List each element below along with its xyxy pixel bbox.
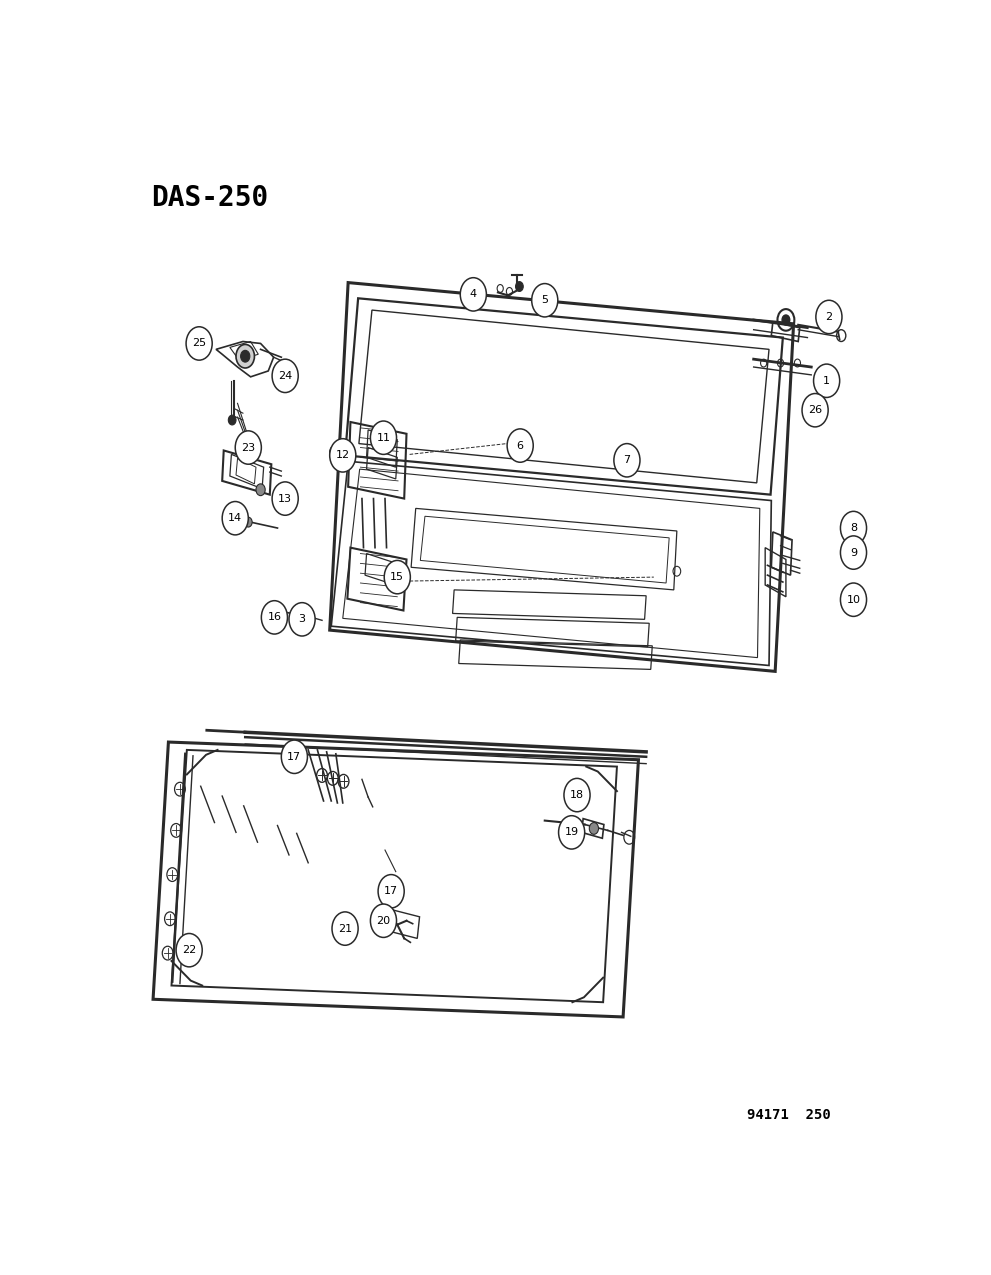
Text: DAS-250: DAS-250 [151, 185, 268, 213]
Text: 15: 15 [390, 572, 404, 583]
Circle shape [515, 282, 523, 292]
Text: 9: 9 [850, 547, 857, 557]
Text: 13: 13 [278, 493, 292, 504]
Circle shape [186, 326, 212, 360]
Circle shape [281, 740, 307, 774]
Circle shape [385, 561, 410, 594]
Text: 17: 17 [385, 886, 398, 896]
Text: 11: 11 [377, 432, 390, 442]
Circle shape [256, 483, 266, 496]
Text: 18: 18 [570, 790, 584, 801]
Circle shape [460, 278, 487, 311]
Text: 20: 20 [377, 915, 390, 926]
Text: 4: 4 [470, 289, 477, 300]
Circle shape [289, 603, 315, 636]
Text: 23: 23 [241, 442, 256, 453]
Circle shape [816, 301, 842, 334]
Circle shape [613, 444, 640, 477]
Text: 2: 2 [826, 312, 832, 323]
Text: 26: 26 [808, 405, 823, 416]
Text: 6: 6 [516, 441, 523, 450]
Text: 17: 17 [287, 752, 301, 761]
Circle shape [176, 933, 202, 966]
Circle shape [590, 822, 599, 834]
Circle shape [782, 315, 790, 325]
Text: 7: 7 [623, 455, 630, 465]
Text: 16: 16 [268, 612, 281, 622]
Text: 25: 25 [192, 338, 206, 348]
Circle shape [262, 601, 287, 634]
Circle shape [532, 283, 558, 317]
Circle shape [332, 912, 358, 945]
Circle shape [241, 351, 250, 362]
Circle shape [814, 365, 839, 398]
Text: 10: 10 [846, 594, 860, 604]
Circle shape [507, 428, 533, 463]
Text: 14: 14 [228, 514, 243, 523]
Circle shape [273, 360, 298, 393]
Text: 12: 12 [336, 450, 350, 460]
Text: 1: 1 [824, 376, 830, 386]
Text: 94171  250: 94171 250 [746, 1108, 830, 1122]
Text: 19: 19 [565, 827, 579, 838]
Circle shape [564, 778, 590, 812]
Circle shape [371, 421, 396, 454]
Circle shape [379, 875, 404, 908]
Circle shape [245, 518, 252, 527]
Text: 22: 22 [182, 945, 196, 955]
Circle shape [840, 511, 866, 544]
Circle shape [371, 904, 396, 937]
Circle shape [236, 344, 255, 368]
Circle shape [228, 416, 236, 425]
Circle shape [802, 394, 828, 427]
Text: 24: 24 [278, 371, 292, 381]
Text: 3: 3 [298, 615, 305, 625]
Circle shape [235, 431, 262, 464]
Text: 5: 5 [541, 296, 548, 305]
Circle shape [559, 816, 585, 849]
Circle shape [840, 536, 866, 569]
Text: 21: 21 [338, 923, 352, 933]
Text: 8: 8 [850, 523, 857, 533]
Circle shape [840, 583, 866, 616]
Circle shape [330, 439, 356, 472]
Circle shape [222, 501, 249, 536]
Circle shape [273, 482, 298, 515]
